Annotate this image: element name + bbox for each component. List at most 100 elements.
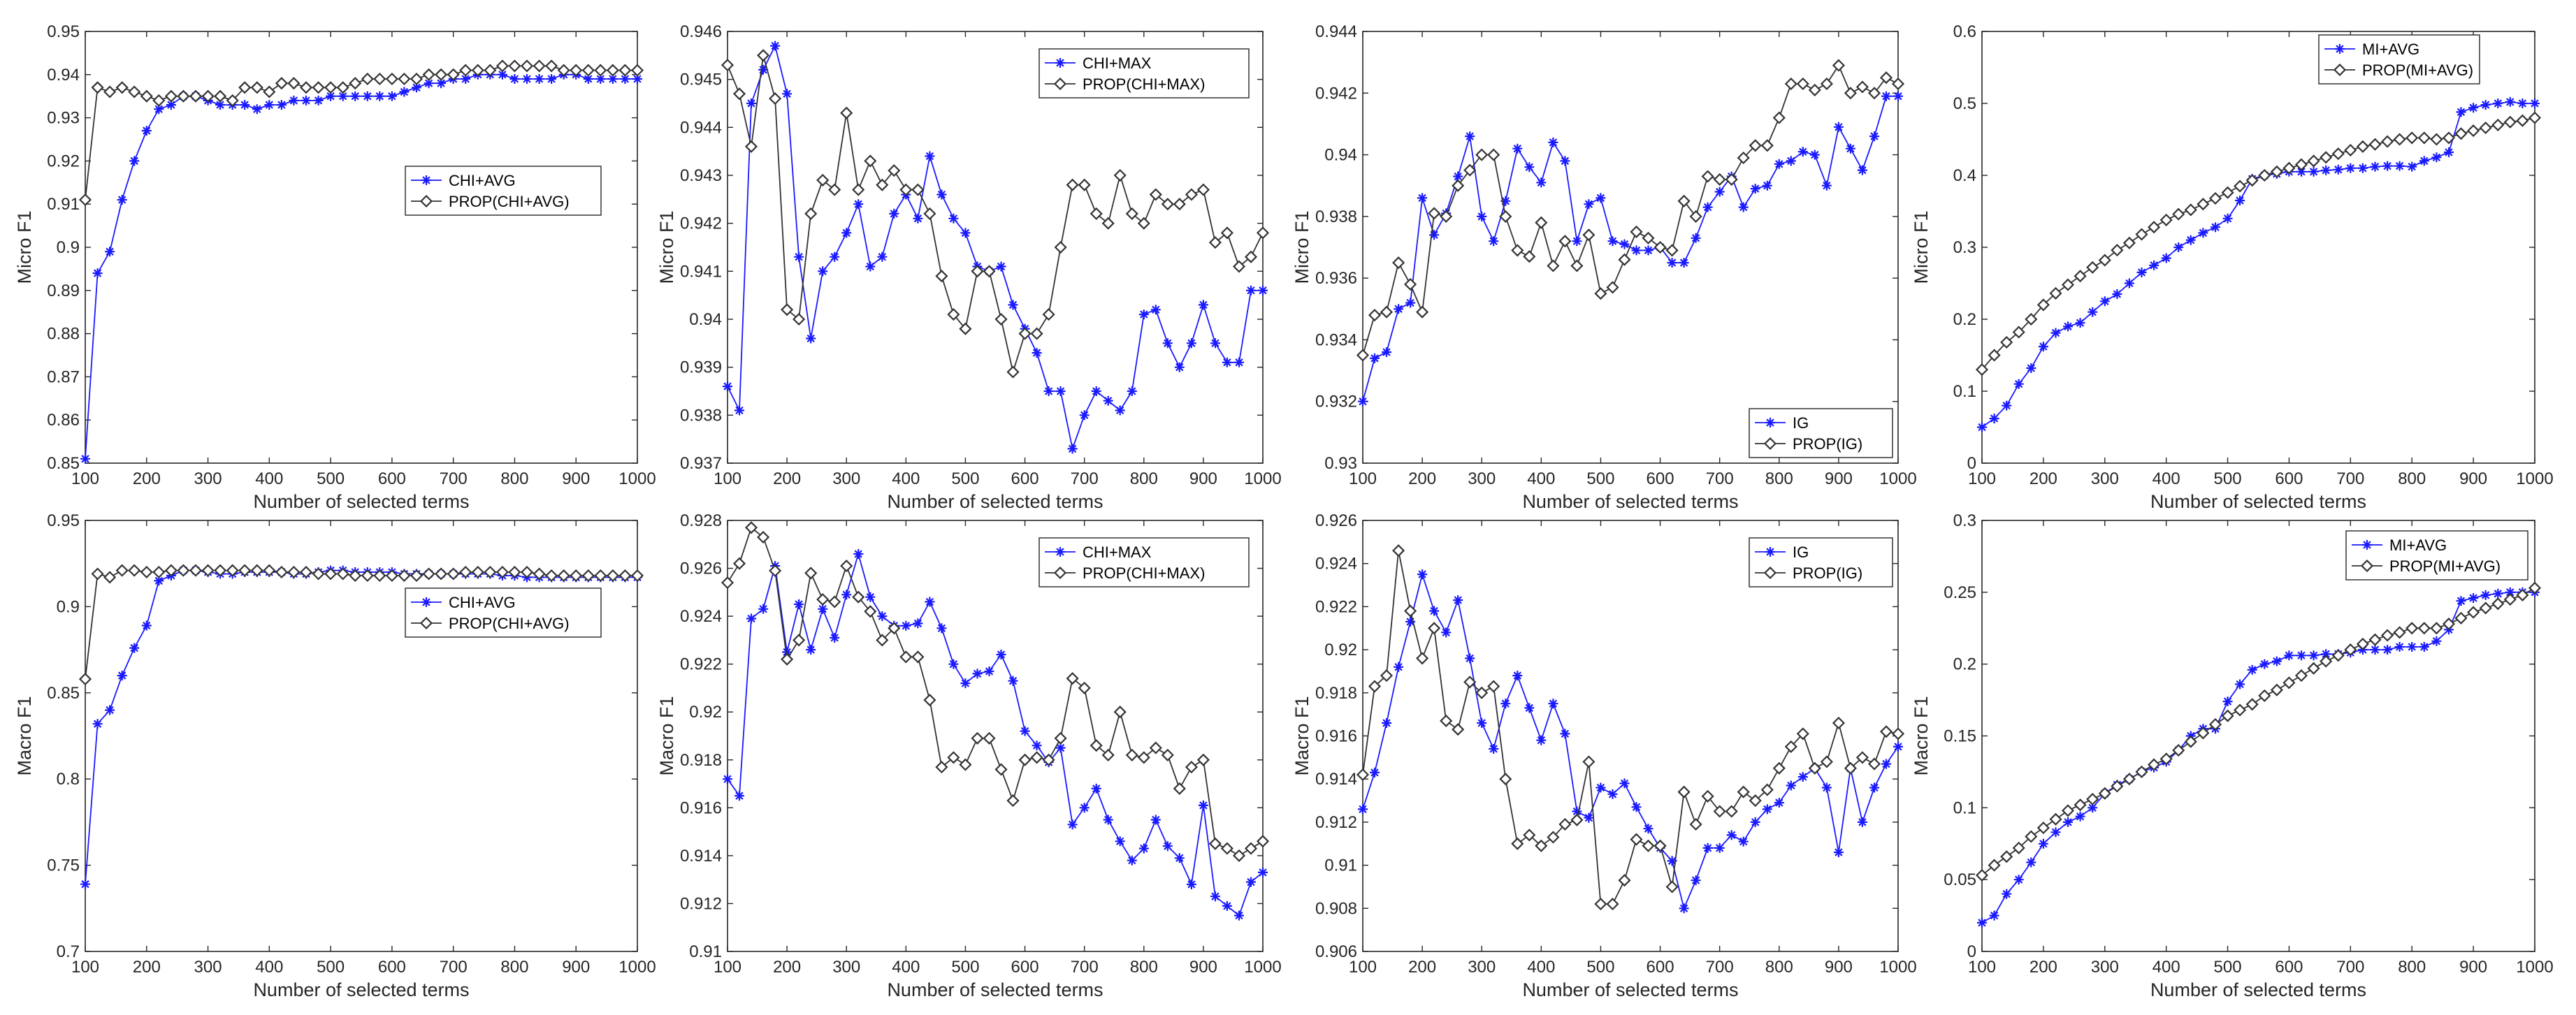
data-point xyxy=(164,564,178,577)
data-point xyxy=(263,85,276,98)
data-point xyxy=(177,564,190,577)
y-tick-label: 0.86 xyxy=(47,411,80,430)
x-tick-label: 300 xyxy=(832,469,860,488)
y-tick-label: 0.94 xyxy=(689,310,722,329)
data-point xyxy=(154,104,164,115)
data-point xyxy=(1689,210,1702,223)
legend-marker xyxy=(1763,437,1777,451)
legend-marker xyxy=(1055,58,1065,68)
data-point xyxy=(583,74,593,84)
data-point xyxy=(545,569,558,583)
data-point xyxy=(828,183,841,196)
chart-panel-5: 100 200 300 400 500 600 700 800 900 1000 0.7 0.75 0.… xyxy=(14,511,656,1000)
data-point xyxy=(1380,305,1394,319)
data-point xyxy=(2282,676,2296,689)
data-point xyxy=(1137,217,1150,230)
data-point xyxy=(459,64,472,77)
legend-label: PROP(CHI+MAX) xyxy=(1083,564,1205,582)
x-tick-label: 500 xyxy=(317,469,345,488)
data-point xyxy=(1429,230,1440,240)
data-point xyxy=(91,81,104,94)
series-markers-2 xyxy=(1975,581,2542,882)
data-point xyxy=(1162,338,1173,349)
data-point xyxy=(1440,210,1453,223)
data-point xyxy=(2136,268,2147,277)
data-point xyxy=(1358,396,1368,407)
data-point xyxy=(1535,839,1548,852)
data-point xyxy=(1760,139,1774,152)
data-point xyxy=(2296,166,2306,177)
y-tick-label: 0.92 xyxy=(1324,641,1357,659)
data-point xyxy=(723,774,732,784)
data-point xyxy=(189,564,203,577)
data-point xyxy=(105,705,115,715)
x-tick-label: 900 xyxy=(1189,958,1217,977)
data-point xyxy=(2208,717,2222,731)
legend-marker xyxy=(1055,547,1065,557)
data-point xyxy=(2197,726,2210,740)
data-point xyxy=(1394,304,1404,314)
x-tick-label: 200 xyxy=(1408,469,1436,488)
data-point xyxy=(2184,203,2197,217)
data-point xyxy=(2454,127,2468,140)
y-tick-label: 0.906 xyxy=(1315,942,1357,961)
data-point xyxy=(721,59,735,72)
legend-box xyxy=(2345,530,2528,580)
data-point xyxy=(2491,597,2505,611)
data-point xyxy=(275,565,288,579)
legend-label: PROP(CHI+AVG) xyxy=(449,193,570,210)
data-point xyxy=(520,59,534,73)
data-point xyxy=(1452,723,1465,736)
data-point xyxy=(2210,222,2220,233)
x-tick-label: 300 xyxy=(2091,469,2119,488)
data-point xyxy=(735,405,744,416)
data-point xyxy=(1630,833,1643,846)
x-tick-label: 700 xyxy=(1071,469,1099,488)
data-point xyxy=(484,565,497,579)
x-tick-label: 300 xyxy=(1468,958,1496,977)
plot-area xyxy=(1362,31,1899,464)
y-tick-label: 0.9 xyxy=(57,238,80,257)
data-point xyxy=(1103,815,1113,825)
data-point xyxy=(1512,671,1523,681)
data-point xyxy=(2505,587,2515,597)
data-point xyxy=(913,618,923,629)
data-point xyxy=(2002,400,2012,411)
data-point xyxy=(1772,111,1786,124)
plot-area xyxy=(727,520,1264,952)
y-tick-label: 0.91 xyxy=(1324,856,1357,875)
data-point xyxy=(721,576,735,590)
data-point xyxy=(1869,782,1879,793)
data-point xyxy=(2284,650,2294,661)
data-point xyxy=(1975,363,1989,377)
series-line-2 xyxy=(1362,550,1899,905)
data-point xyxy=(1441,627,1452,638)
data-point xyxy=(1138,309,1149,320)
data-point xyxy=(630,64,644,77)
data-point xyxy=(80,879,90,889)
data-point xyxy=(925,597,935,607)
data-point xyxy=(769,92,782,105)
x-tick-label: 400 xyxy=(892,958,920,977)
data-point xyxy=(275,77,288,90)
x-tick-label: 800 xyxy=(500,958,528,977)
data-point xyxy=(1113,168,1127,182)
data-point xyxy=(2467,124,2480,138)
y-axis-label: Micro F1 xyxy=(14,210,35,284)
data-point xyxy=(238,564,252,577)
y-tick-label: 0.2 xyxy=(1953,310,1976,329)
data-point xyxy=(2098,787,2111,800)
data-point xyxy=(1618,874,1631,887)
data-point xyxy=(1560,729,1570,739)
y-tick-label: 0.936 xyxy=(1315,269,1357,288)
legend-box xyxy=(1749,537,1893,587)
x-tick-label: 100 xyxy=(714,469,741,488)
data-point xyxy=(1738,836,1749,847)
data-point xyxy=(240,100,250,110)
data-point xyxy=(2356,140,2369,153)
data-point xyxy=(793,312,806,326)
data-point xyxy=(1489,744,1499,754)
data-point xyxy=(338,91,348,101)
y-tick-label: 0.95 xyxy=(47,511,80,530)
data-point xyxy=(2063,817,2073,827)
